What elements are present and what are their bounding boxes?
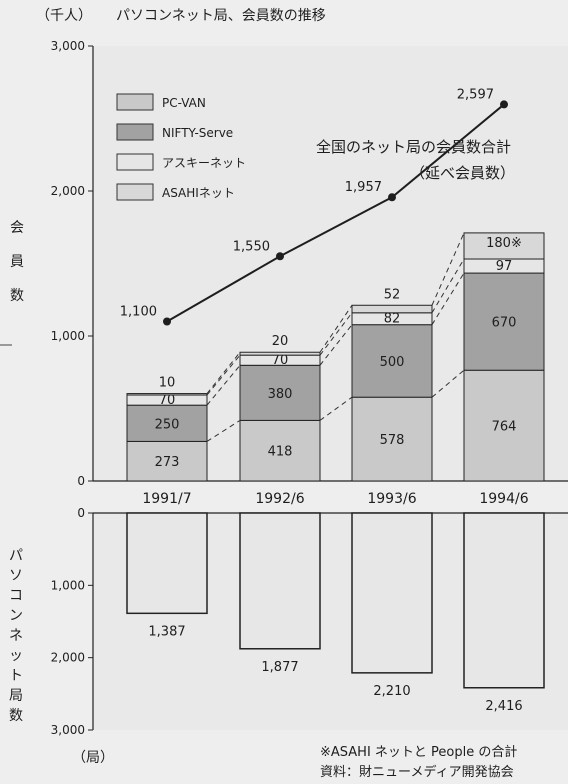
y-tick-label-bottom: 3,000 <box>51 723 85 737</box>
dashed-connector <box>431 272 465 325</box>
legend-swatch-ascii <box>116 153 154 171</box>
y-label-stations-char: ソ <box>9 568 23 584</box>
bar-label-nifty: 500 <box>380 355 405 370</box>
station-bar-label: 2,210 <box>373 684 410 699</box>
line-point-label: 2,597 <box>457 87 494 102</box>
legend-label-ascii: アスキーネット <box>162 156 246 170</box>
total-members-line <box>166 103 505 323</box>
bar-label-pc-van: 578 <box>380 433 405 448</box>
y-tick-label-bottom: 0 <box>77 506 85 520</box>
y-tick-label-bottom: 2,000 <box>51 651 85 665</box>
bar-label-asahi: 20 <box>272 334 289 349</box>
legend-label-nifty: NIFTY-Serve <box>162 126 233 140</box>
bar-label-asahi: 10 <box>159 376 176 391</box>
bar-segment-asahi <box>239 351 321 356</box>
station-bar-label: 2,416 <box>485 699 522 714</box>
dashed-connector <box>319 396 353 421</box>
bar-label-ascii: 97 <box>496 259 513 274</box>
station-bar <box>351 512 433 674</box>
chart-title: パソコンネット局、会員数の推移 <box>116 8 326 24</box>
y-label-stations-char: パ <box>9 548 23 564</box>
line-point-label: 1,550 <box>233 239 270 254</box>
y-tick-label-bottom: 1,000 <box>51 578 85 592</box>
dashed-connector <box>431 258 465 314</box>
bar-label-nifty: 250 <box>155 417 180 432</box>
y-label-stations-char: ト <box>9 668 23 684</box>
bar-segment-asahi <box>126 393 208 396</box>
bar-segment-asahi <box>463 232 545 260</box>
bar-label-pc-van: 418 <box>268 445 293 460</box>
x-tick-label: 1993/6 <box>367 491 416 507</box>
station-bar-label: 1,877 <box>261 660 298 675</box>
bar-label-ascii: 70 <box>272 353 289 368</box>
bar-label-asahi: 52 <box>384 287 401 302</box>
line-point-label: 1,957 <box>345 180 382 195</box>
legend-swatch-nifty <box>116 123 154 141</box>
line-annotation-sub: （延べ会員数） <box>410 164 515 182</box>
y-tick-label-top: 3,000 <box>51 39 85 53</box>
legend-label-pc-van: PC-VAN <box>162 96 206 110</box>
y-label-members-2: 員 <box>10 254 24 270</box>
legend-label-asahi: ASAHIネット <box>162 186 235 200</box>
legend-swatch-asahi <box>116 183 154 201</box>
x-tick-label: 1994/6 <box>479 491 528 507</box>
y-label-stations-char: ネ <box>9 628 23 644</box>
dashed-connector <box>319 304 353 353</box>
line-point <box>388 193 396 202</box>
x-tick-label: 1991/7 <box>142 491 191 507</box>
unit-label: （千人） <box>36 8 92 24</box>
y-label-stations-char: 局 <box>9 688 23 704</box>
y-label-stations-char: コ <box>9 588 23 604</box>
bar-label-pc-van: 273 <box>155 455 180 470</box>
line-point <box>276 252 284 261</box>
bar-segment-pc-van <box>239 419 321 482</box>
bar-segment-nifty <box>463 272 545 371</box>
bar-label-pc-van: 764 <box>492 420 517 435</box>
bar-segment-nifty <box>239 364 321 421</box>
station-bar <box>463 512 545 689</box>
line-point <box>500 100 508 109</box>
y-label-stations-char: ッ <box>9 648 23 664</box>
station-bar-label: 1,387 <box>148 624 185 639</box>
footnote: ※ASAHI ネットと People の合計 <box>320 744 517 760</box>
dashed-connector <box>206 419 241 442</box>
bar-label-nifty: 670 <box>492 316 517 331</box>
line-point <box>163 317 171 326</box>
y-label-stations-char: ン <box>9 608 23 624</box>
bar-label-asahi: 180※ <box>486 236 522 251</box>
bar-segment-asahi <box>351 304 433 314</box>
bar-segment-nifty <box>126 404 208 442</box>
y-tick-label-top: 2,000 <box>51 184 85 198</box>
bar-label-nifty: 380 <box>268 387 293 402</box>
bar-label-ascii: 70 <box>159 393 176 408</box>
line-point-label: 1,100 <box>120 305 157 320</box>
dashed-connector <box>431 369 465 398</box>
y-label-members-1: 会 <box>10 220 24 236</box>
station-bar <box>126 512 208 615</box>
y-tick-label-top: 0 <box>77 474 85 488</box>
y-tick-label-top: 1,000 <box>51 329 85 343</box>
bar-label-ascii: 82 <box>384 312 401 327</box>
line-annotation-main: 全国のネット局の会員数合計 <box>316 138 511 156</box>
station-bar <box>239 512 321 650</box>
dashed-connector <box>431 232 465 306</box>
bottom-unit-label: （局） <box>72 750 114 766</box>
bar-segment-nifty <box>351 324 433 398</box>
bar-segment-pc-van <box>463 369 545 482</box>
legend-swatch-pc-van <box>116 93 154 111</box>
legend: PC-VAN NIFTY-Serve アスキーネット ASAHIネット <box>116 93 246 201</box>
y-label-stations-char: 数 <box>9 708 23 724</box>
source-note: 資料：財ニューメディア開発協会 <box>320 764 514 780</box>
y-label-members-3: 数 <box>10 288 24 304</box>
x-tick-label: 1992/6 <box>255 491 304 507</box>
